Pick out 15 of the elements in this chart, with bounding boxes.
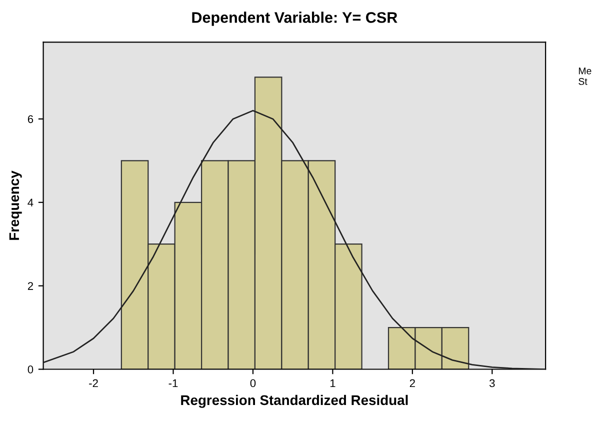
x-tick-label: 2 — [410, 379, 415, 388]
y-tick-label: 6 — [28, 115, 34, 124]
y-tick-label: 2 — [28, 282, 34, 290]
y-axis-title: Frequency — [9, 170, 22, 240]
x-axis-title: Regression Standardized Residual — [181, 394, 408, 408]
text: Me — [578, 68, 592, 74]
y-tick-label: 4 — [28, 198, 34, 206]
x-tick-label: -2 — [89, 379, 98, 388]
x-tick-label: 0 — [250, 379, 256, 388]
x-tick-label: -1 — [168, 379, 178, 388]
text: St — [578, 78, 588, 85]
chart-title: Dependent Variable: Y= CSR — [192, 12, 398, 26]
x-tick-label: 1 — [330, 379, 336, 388]
x-tick-label: 3 — [489, 379, 495, 388]
y-tick-label: 0 — [28, 366, 34, 374]
